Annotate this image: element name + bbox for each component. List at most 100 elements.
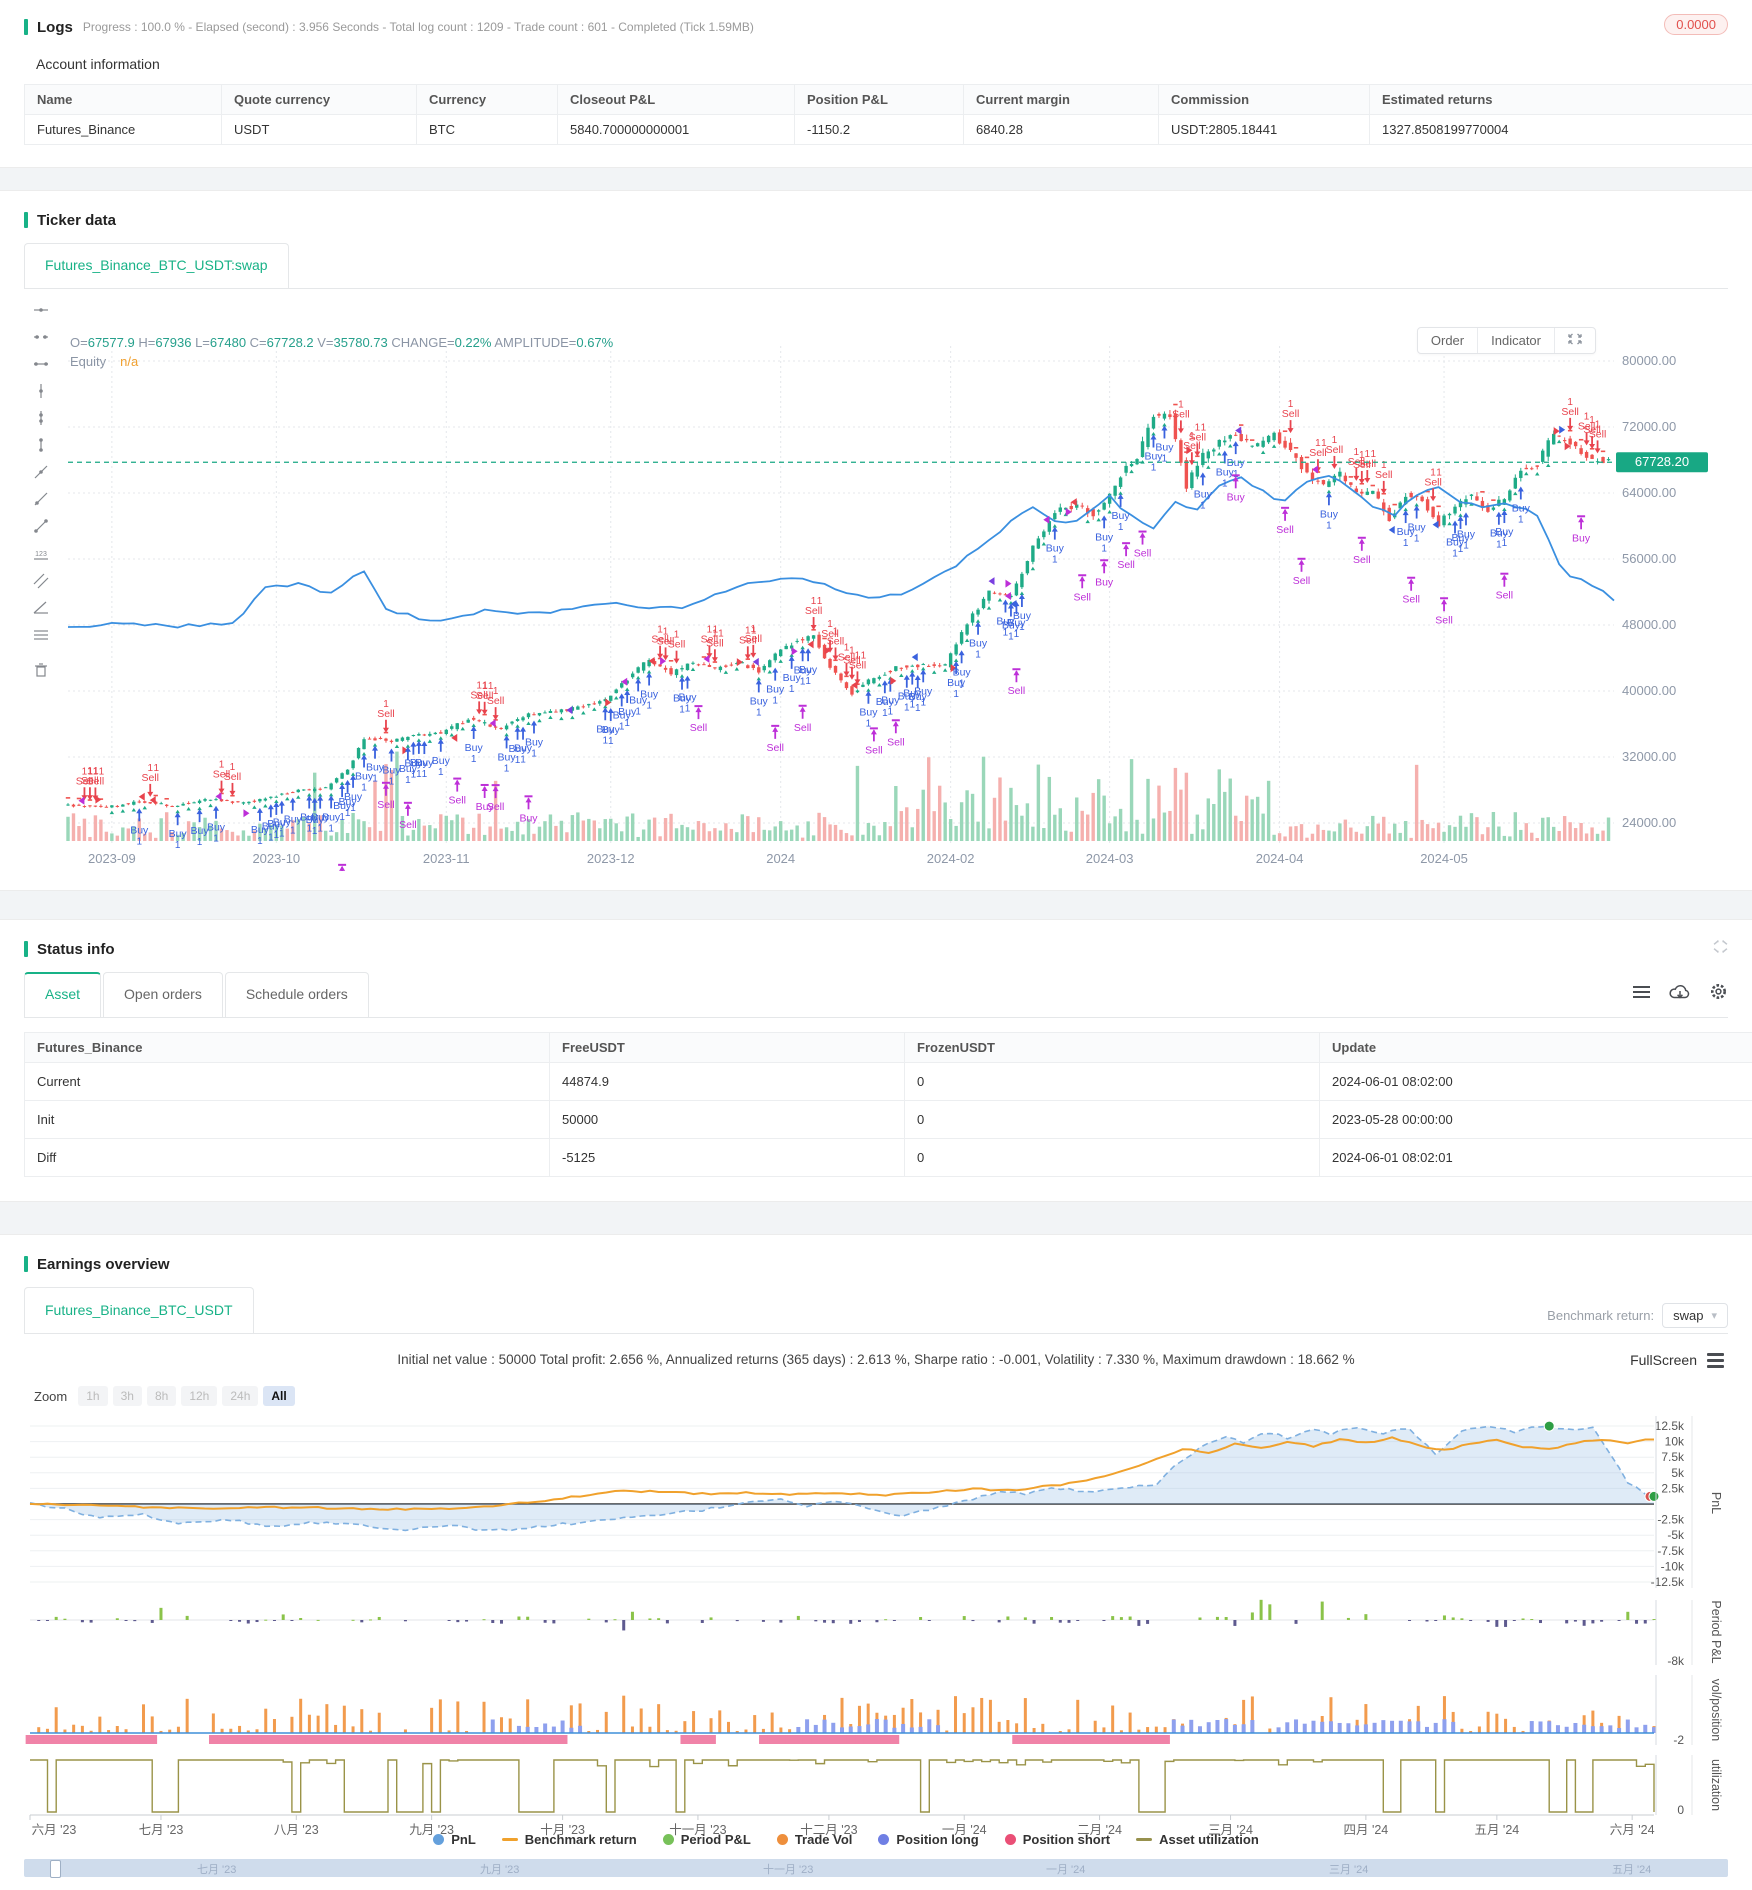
svg-text:Sell: Sell <box>1326 444 1344 456</box>
extended-line-icon[interactable] <box>31 355 51 373</box>
svg-text:Sell: Sell <box>487 801 505 813</box>
svg-text:1: 1 <box>1200 500 1206 511</box>
svg-text:1: 1 <box>849 646 855 657</box>
waves-icon[interactable] <box>31 625 51 643</box>
legend-item[interactable]: Asset utilization <box>1136 1832 1259 1847</box>
svg-text:Sell: Sell <box>849 659 867 671</box>
svg-text:-2.5k: -2.5k <box>1657 1513 1685 1527</box>
svg-text:九月 '23: 九月 '23 <box>409 1823 454 1837</box>
indicator-button[interactable]: Indicator <box>1478 328 1555 353</box>
cross-line-icon[interactable] <box>31 409 51 427</box>
cloud-download-icon[interactable] <box>1669 983 1691 1005</box>
svg-text:六月 '24: 六月 '24 <box>1610 1823 1655 1837</box>
legend-item[interactable]: PnL <box>433 1832 476 1847</box>
svg-text:Buy: Buy <box>673 693 692 705</box>
svg-text:Buy: Buy <box>1572 532 1591 544</box>
tab-open-orders[interactable]: Open orders <box>103 972 223 1017</box>
svg-text:Sell: Sell <box>1353 554 1371 566</box>
svg-text:Sell: Sell <box>476 690 494 702</box>
order-button[interactable]: Order <box>1418 328 1479 353</box>
svg-text:1: 1 <box>1315 438 1321 449</box>
svg-text:Sell: Sell <box>1578 420 1596 432</box>
zoom-button-1h[interactable]: 1h <box>78 1386 108 1406</box>
navigator-label: 三月 '24 <box>1329 1864 1369 1876</box>
logs-section: Logs Progress : 100.0 % - Elapsed (secon… <box>0 0 1752 168</box>
earnings-chart[interactable]: 12.5k 10k 7.5k 5k 2.5k -2.5k -5k -7.5k -10k -12.5… <box>24 1408 1728 1847</box>
zoom-button-12h[interactable]: 12h <box>181 1386 218 1406</box>
svg-text:Buy: Buy <box>207 822 226 834</box>
legend-item[interactable]: Period P&L <box>662 1832 751 1847</box>
equity-line <box>67 474 1615 629</box>
delete-icon[interactable] <box>31 660 51 678</box>
svg-text:Buy: Buy <box>262 820 281 832</box>
angle-icon[interactable] <box>31 598 51 616</box>
svg-text:Buy: Buy <box>799 664 818 676</box>
table-row: Init 50000 0 2023-05-28 00:00:00 <box>24 1100 1752 1139</box>
tab-ticker-symbol[interactable]: Futures_Binance_BTC_USDT:swap <box>24 243 289 288</box>
earnings-overview-section: Earnings overview Futures_Binance_BTC_US… <box>0 1234 1752 1890</box>
segment-icon[interactable] <box>31 436 51 454</box>
svg-text:1: 1 <box>87 766 93 777</box>
horizontal-ray-icon[interactable] <box>31 328 51 346</box>
list-icon[interactable] <box>1632 984 1651 1005</box>
legend-marker <box>662 1834 674 1845</box>
range-navigator[interactable]: 七月 '23 九月 '23 十一月 '23 一月 '24 三月 '24 五月 '24 <box>24 1859 1728 1878</box>
svg-text:1: 1 <box>471 754 477 765</box>
svg-text:Buy: Buy <box>344 791 363 803</box>
account-col-header: Position P&L <box>794 84 964 115</box>
svg-text:1: 1 <box>504 763 510 774</box>
tab-schedule-orders[interactable]: Schedule orders <box>224 972 369 1017</box>
zoom-button-all[interactable]: All <box>263 1386 295 1406</box>
chart-menu-icon[interactable] <box>1707 1352 1724 1368</box>
trend-line-icon[interactable] <box>31 463 51 481</box>
legend-item[interactable]: Benchmark return <box>501 1832 637 1847</box>
collapse-section-icon[interactable] <box>1713 940 1728 958</box>
zoom-button-3h[interactable]: 3h <box>112 1386 142 1406</box>
svg-text:1: 1 <box>1458 544 1464 555</box>
svg-text:八月 '23: 八月 '23 <box>274 1823 319 1837</box>
svg-text:Buy: Buy <box>1457 528 1476 540</box>
horizontal-line-icon[interactable] <box>31 301 51 319</box>
svg-text:2024-02: 2024-02 <box>927 851 975 866</box>
svg-text:1: 1 <box>1003 627 1009 638</box>
gear-icon[interactable] <box>1709 982 1728 1006</box>
expand-chart-icon[interactable] <box>1555 328 1595 353</box>
chart-legend: PnL Benchmark return Period P&L Trade Vol Po… <box>24 1832 1668 1847</box>
svg-text:1: 1 <box>339 812 345 823</box>
zoom-button-24h[interactable]: 24h <box>222 1386 259 1406</box>
legend-item[interactable]: Position long <box>878 1832 979 1847</box>
svg-text:Buy: Buy <box>322 811 341 823</box>
tab-asset[interactable]: Asset <box>24 972 102 1017</box>
svg-text:1: 1 <box>1371 449 1377 460</box>
legend-item[interactable]: Position short <box>1004 1832 1110 1847</box>
fullscreen-control[interactable]: FullScreen <box>1630 1352 1724 1368</box>
svg-text:1: 1 <box>657 625 663 636</box>
svg-text:1: 1 <box>389 777 395 788</box>
logs-title: Logs <box>37 18 73 36</box>
svg-text:Period P&L: Period P&L <box>1709 1600 1723 1663</box>
price-measure-icon[interactable]: 123 <box>31 544 51 562</box>
svg-text:Buy: Buy <box>1095 531 1114 543</box>
benchmark-return-select[interactable]: swap ▾ <box>1662 1303 1728 1328</box>
earnings-tabbar: Futures_Binance_BTC_USDT Benchmark retur… <box>24 1287 1728 1334</box>
ticker-plot-area[interactable]: 80000.00 72000.00 64000.00 56000.00 48000.00… <box>58 291 1728 910</box>
vertical-line-icon[interactable] <box>31 382 51 400</box>
tab-earnings-symbol[interactable]: Futures_Binance_BTC_USDT <box>24 1287 254 1333</box>
svg-text:Sell: Sell <box>1073 591 1091 603</box>
arrow-line-icon[interactable] <box>31 517 51 535</box>
svg-text:Buy: Buy <box>1397 526 1416 538</box>
svg-text:五月 '24: 五月 '24 <box>1474 1823 1519 1837</box>
zoom-button-8h[interactable]: 8h <box>146 1386 177 1406</box>
parallel-channel-icon[interactable] <box>31 571 51 589</box>
svg-text:1: 1 <box>855 650 861 661</box>
legend-item[interactable]: Trade Vol <box>776 1832 852 1847</box>
ray-line-icon[interactable] <box>31 490 51 508</box>
svg-text:Buy: Buy <box>898 691 917 703</box>
svg-text:Buy: Buy <box>508 743 527 755</box>
navigator-handle[interactable] <box>50 1860 61 1878</box>
candlestick-chart-svg[interactable]: 80000.00 72000.00 64000.00 56000.00 48000.00… <box>58 291 1728 910</box>
candles <box>66 409 1611 809</box>
ticker-chart[interactable]: 123 80000.00 72000.00 64000.00 56000.00 4800… <box>24 291 1728 910</box>
account-col-header: Closeout P&L <box>557 84 795 115</box>
